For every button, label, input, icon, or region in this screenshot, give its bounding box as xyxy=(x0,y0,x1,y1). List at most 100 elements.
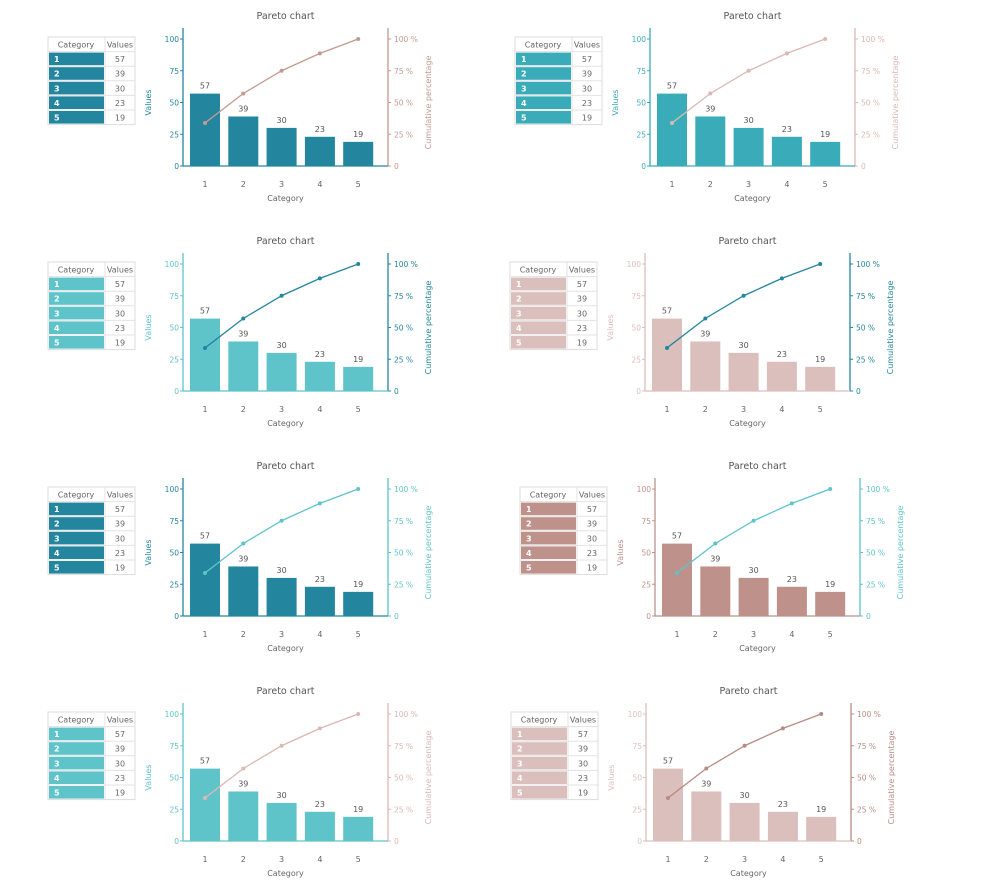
bar-label: 39 xyxy=(238,104,248,113)
x-tick-label: 5 xyxy=(356,180,361,189)
cumulative-point xyxy=(780,726,785,731)
bar-5 xyxy=(806,816,837,841)
bar-label: 39 xyxy=(238,329,248,338)
y2-axis-title: Cumulative percentage xyxy=(891,56,900,150)
table-category-cell xyxy=(511,306,566,320)
table-category-cell xyxy=(511,277,566,291)
table-value: 19 xyxy=(115,114,125,123)
table-value: 57 xyxy=(115,505,125,514)
cumulative-point xyxy=(742,743,747,748)
y2-tick-label: 100 % xyxy=(866,485,890,494)
cumulative-point xyxy=(819,712,824,716)
table-value: 39 xyxy=(115,295,125,304)
bar-2 xyxy=(691,791,722,841)
table-category-value: 5 xyxy=(54,114,60,123)
bar-label: 23 xyxy=(315,575,325,584)
bar-label: 39 xyxy=(701,779,711,788)
bar-label: 23 xyxy=(315,125,325,134)
cumulative-point xyxy=(741,293,746,298)
y2-tick-label: 75 % xyxy=(866,517,885,526)
bar-3 xyxy=(266,127,297,166)
y-tick-label: 100 xyxy=(165,35,180,44)
cumulative-point xyxy=(356,487,361,491)
cumulative-point xyxy=(203,570,207,575)
bar-1 xyxy=(190,318,220,391)
y-tick-label: 100 xyxy=(165,485,180,494)
bar-label: 30 xyxy=(277,566,287,575)
table-header-values: Values xyxy=(107,41,133,50)
table-category-value: 4 xyxy=(516,324,522,333)
table-value: 19 xyxy=(577,339,587,348)
cumulative-point xyxy=(670,120,674,125)
x-tick-label: 4 xyxy=(784,180,789,189)
bar-label: 57 xyxy=(200,532,210,541)
data-table: Category Values 1 57 2 39 3 30 4 23 5 19 xyxy=(47,36,136,126)
table-category-value: 5 xyxy=(54,789,60,798)
bar-label: 57 xyxy=(672,532,682,541)
bar-label: 57 xyxy=(662,307,672,316)
y-tick-label: 50 xyxy=(169,774,179,783)
y2-tick-label: 50 % xyxy=(394,99,413,108)
y2-axis-title: Cumulative percentage xyxy=(424,506,433,600)
x-axis-title: Category xyxy=(729,419,766,428)
cumulative-point xyxy=(818,262,823,266)
x-tick-label: 1 xyxy=(202,405,207,414)
y-tick-label: 75 xyxy=(641,517,651,526)
bar-2 xyxy=(228,341,259,391)
x-tick-label: 3 xyxy=(746,180,751,189)
table-value: 30 xyxy=(578,759,588,768)
table-value: 23 xyxy=(578,774,588,783)
cumulative-point xyxy=(356,712,361,716)
table-category-value: 1 xyxy=(517,730,523,739)
x-tick-label: 1 xyxy=(665,855,670,864)
table-header-category: Category xyxy=(58,716,95,725)
data-table: Category Values 1 57 2 39 3 30 4 23 5 19 xyxy=(509,261,598,351)
y-tick-label: 100 xyxy=(637,485,652,494)
table-value: 39 xyxy=(577,295,587,304)
data-table: Category Values 1 57 2 39 3 30 4 23 5 19 xyxy=(47,486,136,576)
y2-axis-title: Cumulative percentage xyxy=(424,281,433,375)
table-category-cell xyxy=(49,111,104,124)
x-tick-label: 3 xyxy=(279,630,284,639)
bar-label: 19 xyxy=(353,805,363,814)
table-category-cell xyxy=(49,277,104,291)
y2-tick-label: 75 % xyxy=(394,742,413,751)
cumulative-point xyxy=(746,68,751,73)
table-value: 23 xyxy=(115,99,125,108)
x-tick-label: 4 xyxy=(317,855,322,864)
table-category-cell xyxy=(521,546,576,559)
data-table: Category Values 1 57 2 39 3 30 4 23 5 19 xyxy=(519,486,608,576)
bar-4 xyxy=(771,136,802,166)
y2-tick-label: 0 xyxy=(394,837,399,846)
table-category-cell xyxy=(512,727,567,741)
x-tick-label: 5 xyxy=(818,405,823,414)
y2-tick-label: 50 % xyxy=(394,324,413,333)
y2-tick-label: 25 % xyxy=(856,355,875,364)
x-tick-label: 2 xyxy=(241,405,246,414)
y-tick-label: 75 xyxy=(632,742,642,751)
bar-2 xyxy=(690,341,721,391)
cumulative-point xyxy=(279,743,284,748)
bar-label: 23 xyxy=(782,125,792,134)
bar-4 xyxy=(776,586,807,616)
x-tick-label: 1 xyxy=(202,180,207,189)
bar-label: 57 xyxy=(200,757,210,766)
y-tick-label: 50 xyxy=(169,549,179,558)
table-category-value: 5 xyxy=(516,339,522,348)
x-tick-label: 3 xyxy=(279,855,284,864)
x-tick-label: 4 xyxy=(317,405,322,414)
y-tick-label: 100 xyxy=(627,260,642,269)
cumulative-point xyxy=(828,487,833,491)
y-axis-title: Values xyxy=(144,314,153,340)
cumulative-point xyxy=(703,316,708,321)
table-value: 19 xyxy=(587,564,597,573)
cumulative-point xyxy=(317,51,322,56)
y-tick-label: 0 xyxy=(636,387,641,396)
table-header-category: Category xyxy=(530,491,567,500)
table-header-values: Values xyxy=(107,491,133,500)
y2-tick-label: 75 % xyxy=(861,67,880,76)
table-value: 30 xyxy=(577,309,587,318)
y2-tick-label: 75 % xyxy=(394,292,413,301)
table-category-value: 3 xyxy=(54,309,60,318)
y2-tick-label: 100 % xyxy=(394,485,418,494)
